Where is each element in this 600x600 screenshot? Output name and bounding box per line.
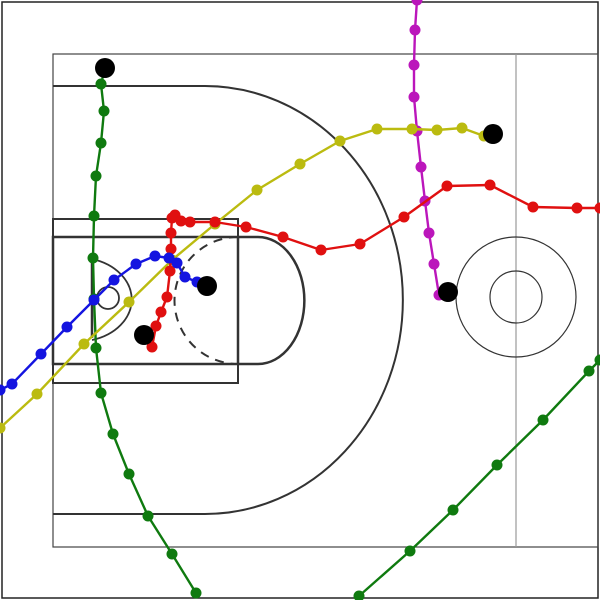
track-yellow-point (251, 184, 263, 196)
track-blue-point (179, 271, 191, 283)
player-marker-yellow (483, 124, 503, 144)
track-red-point (146, 341, 158, 353)
track-yellow-point (334, 135, 346, 147)
track-yellow-point (431, 124, 443, 136)
track-red-point (150, 320, 162, 332)
track-blue-point (35, 348, 47, 360)
track-green-point (95, 78, 107, 90)
track-magenta-point (409, 24, 421, 36)
track-red-point (398, 211, 410, 223)
three-point-line (53, 85, 404, 515)
track-red-point (155, 306, 167, 318)
track-red-point (165, 243, 177, 255)
track-green-point (404, 545, 416, 557)
track-green-point (583, 365, 595, 377)
track-blue-point (0, 384, 6, 396)
track-green-point (491, 459, 503, 471)
track-blue-point (171, 257, 183, 269)
track-green-point (594, 354, 600, 366)
track-magenta-point (428, 258, 440, 270)
track-red-point (594, 202, 600, 214)
track-green-point (90, 170, 102, 182)
track-green-point (166, 548, 178, 560)
track-green-point (353, 590, 365, 600)
track-red-line (150, 183, 600, 348)
track-green-point (98, 105, 110, 117)
player-marker-red (134, 325, 154, 345)
track-green-point (190, 587, 202, 599)
track-yellow-point (123, 296, 135, 308)
court-lines (51, 53, 599, 548)
track-red-point (354, 238, 366, 250)
track-red-point (277, 231, 289, 243)
track-blue-point (88, 294, 100, 306)
free-throw-circle-dashed (173, 236, 239, 365)
track-green-point (88, 210, 100, 222)
lane-inner (51, 235, 240, 366)
track-red-point (209, 216, 221, 228)
track-green-point (90, 342, 102, 354)
track-blue-point (108, 274, 120, 286)
track-yellow-point (406, 123, 418, 135)
track-blue-point (6, 378, 18, 390)
player-marker-magenta (438, 282, 458, 302)
track-red-point (184, 216, 196, 228)
track-red-point (571, 202, 583, 214)
track-blue-point (130, 258, 142, 270)
track-magenta-point (411, 0, 423, 6)
track-blue-point (149, 250, 161, 262)
track-magenta-point (423, 227, 435, 239)
track-yellow-point (456, 122, 468, 134)
track-red-point (484, 179, 496, 191)
track-green-point (95, 387, 107, 399)
track-yellow-point (31, 388, 43, 400)
track-red-point (240, 221, 252, 233)
track-green-point (95, 137, 107, 149)
track-red-point (164, 265, 176, 277)
free-throw-circle-solid (238, 235, 306, 366)
track-yellow-point (294, 158, 306, 170)
track-green-point (537, 414, 549, 426)
track-red (134, 179, 600, 353)
track-magenta-line (412, 0, 441, 296)
track-red-point (161, 291, 173, 303)
track-green-point (123, 468, 135, 480)
track-blue-point (61, 321, 73, 333)
track-green-point (107, 428, 119, 440)
track-green-point (142, 510, 154, 522)
track-green-point (87, 252, 99, 264)
track-red-point (175, 215, 187, 227)
center-circle-inner (489, 270, 543, 324)
track-magenta-point (415, 161, 427, 173)
track-green-point (447, 504, 459, 516)
track-red-point (441, 180, 453, 192)
track-red-point (165, 227, 177, 239)
track-yellow-point (78, 338, 90, 350)
track-magenta-point (408, 91, 420, 103)
track-magenta-point (408, 59, 420, 71)
player-marker-blue (197, 276, 217, 296)
track-red-point (527, 201, 539, 213)
track-red-point (315, 244, 327, 256)
track-blue (0, 250, 217, 396)
track-yellow-point (371, 123, 383, 135)
track-yellow-point (0, 422, 6, 434)
track-blue-point (163, 252, 175, 264)
player-marker-green (95, 58, 115, 78)
